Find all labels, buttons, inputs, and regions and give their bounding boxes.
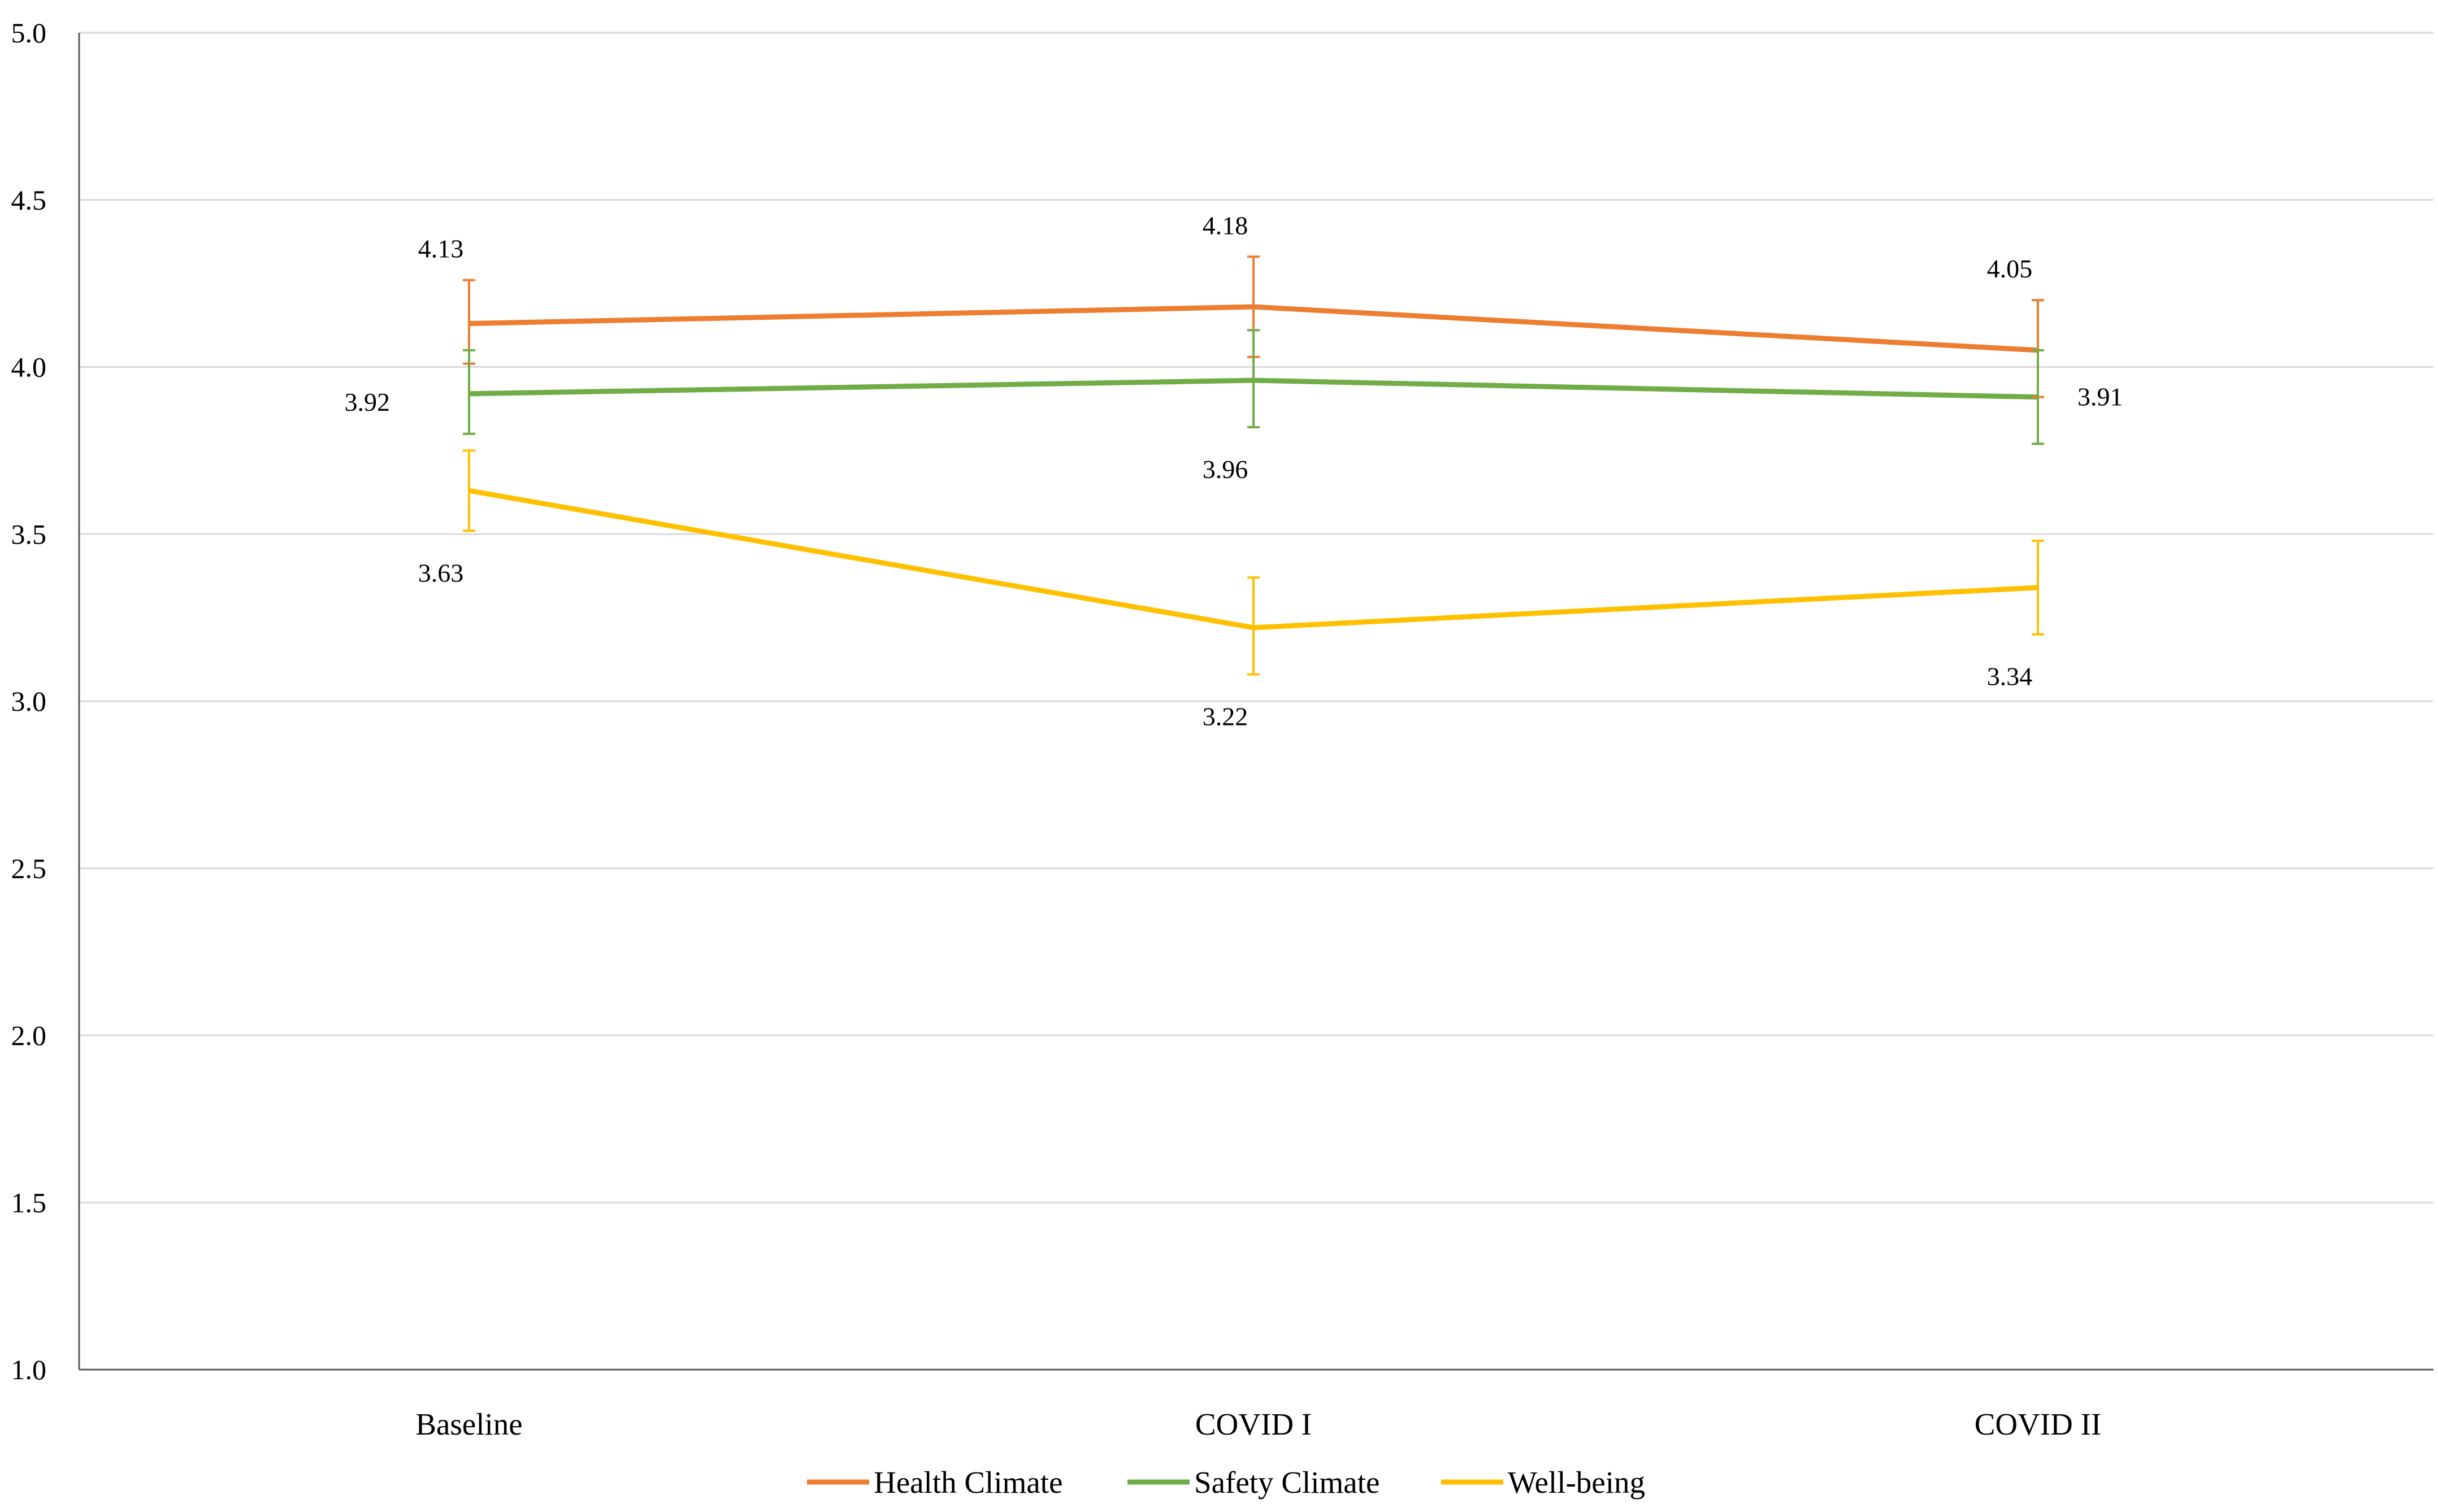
axes bbox=[78, 33, 2433, 1371]
error-bars bbox=[463, 255, 2044, 676]
legend-label: Health Climate bbox=[874, 1465, 1063, 1500]
y-tick-label: 1.0 bbox=[11, 1354, 47, 1385]
y-tick-label: 5.0 bbox=[11, 17, 47, 49]
y-axis-tick-labels: 1.0 1.5 2.0 2.5 3.0 3.5 4.0 4.5 5.0 bbox=[11, 17, 47, 1385]
legend-label: Safety Climate bbox=[1194, 1465, 1379, 1500]
y-tick-label: 3.0 bbox=[11, 685, 47, 717]
data-label: 3.96 bbox=[1203, 455, 1248, 484]
x-category-label: COVID I bbox=[1195, 1407, 1312, 1441]
x-category-label: COVID II bbox=[1975, 1407, 2102, 1441]
data-label: 3.34 bbox=[1987, 662, 2033, 691]
x-axis-category-labels: Baseline COVID I COVID II bbox=[415, 1407, 2101, 1441]
y-tick-label: 1.5 bbox=[11, 1187, 47, 1218]
y-tick-label: 3.5 bbox=[11, 518, 47, 550]
data-label: 4.05 bbox=[1987, 254, 2033, 283]
data-label: 4.13 bbox=[418, 234, 464, 263]
y-tick-label: 2.0 bbox=[11, 1020, 47, 1052]
y-tick-label: 4.0 bbox=[11, 351, 47, 383]
data-label: 3.22 bbox=[1203, 702, 1248, 731]
data-label: 3.63 bbox=[418, 558, 464, 587]
legend: Health Climate Safety Climate Well-being bbox=[807, 1465, 1645, 1500]
y-tick-label: 4.5 bbox=[11, 184, 47, 216]
legend-label: Well-being bbox=[1508, 1465, 1645, 1500]
data-label: 4.18 bbox=[1203, 211, 1248, 240]
gridlines bbox=[79, 32, 2433, 1203]
data-label: 3.91 bbox=[2077, 383, 2123, 411]
data-labels: 4.13 4.18 4.05 3.92 3.96 3.91 3.63 3.22 3.34 bbox=[345, 211, 2123, 731]
x-category-label: Baseline bbox=[415, 1407, 522, 1441]
data-label: 3.92 bbox=[345, 388, 391, 416]
y-tick-label: 2.5 bbox=[11, 853, 47, 884]
